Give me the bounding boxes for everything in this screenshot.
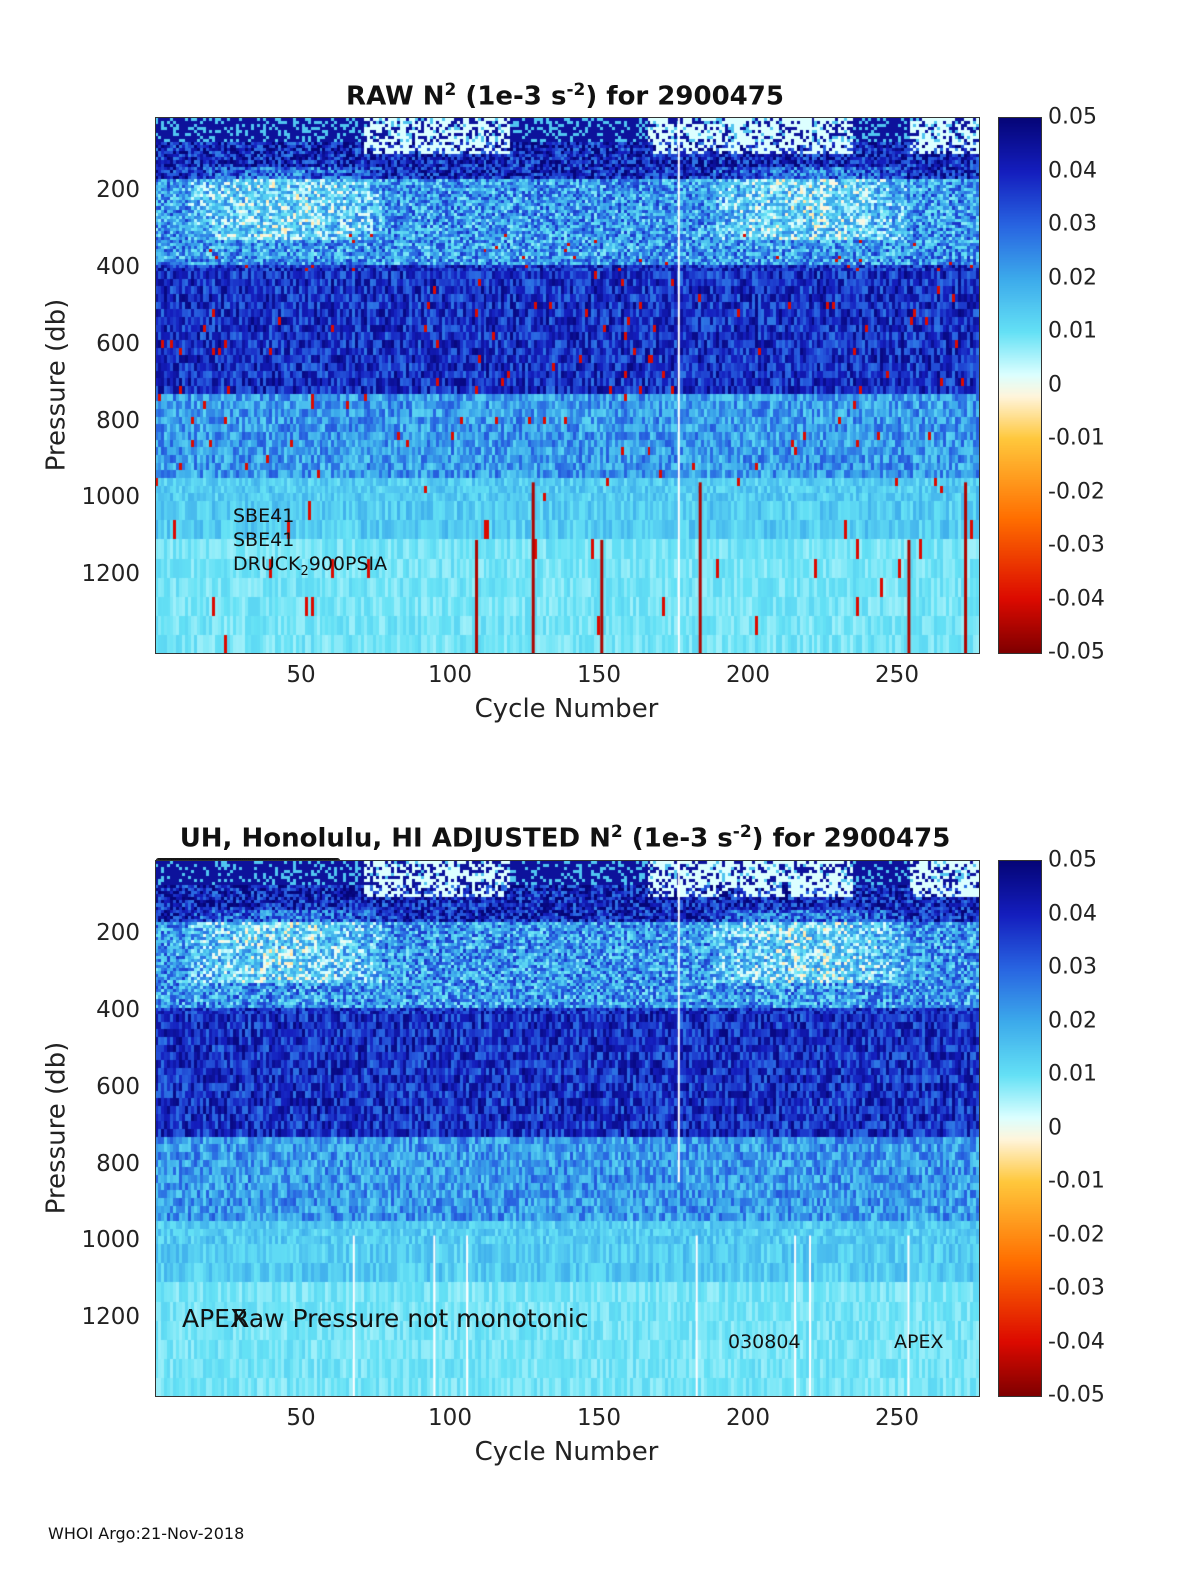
top-annot-sbe41-1: SBE41	[233, 505, 295, 527]
x-tick-50: 50	[286, 662, 316, 688]
colorbar-tick: -0.05	[1048, 639, 1105, 665]
colorbar-tick: 0.01	[1048, 1061, 1097, 1087]
top-annot-druck: DRUCK2900PSIA	[233, 553, 388, 579]
y-tick-600: 600	[96, 1074, 140, 1100]
x-tick-100: 100	[428, 1405, 472, 1431]
bottom-heatmap	[155, 860, 980, 1397]
colorbar-tick: 0	[1048, 1115, 1062, 1140]
colorbar-tick: 0.03	[1048, 954, 1097, 980]
top-chart-title: RAW N2 (1e-3 s-2) for 2900475	[346, 80, 784, 112]
colorbar-tick: 0.02	[1048, 265, 1097, 290]
x-tick-100: 100	[428, 662, 472, 688]
colorbar-tick: -0.03	[1048, 532, 1105, 558]
y-tick-1000: 1000	[81, 1227, 140, 1253]
bottom-heatmap-canvas	[156, 861, 979, 1396]
top-heatmap	[155, 117, 980, 654]
x-tick-200: 200	[726, 1405, 770, 1431]
y-tick-400: 400	[96, 997, 140, 1023]
colorbar-tick: -0.02	[1048, 1222, 1105, 1247]
x-tick-200: 200	[726, 662, 770, 688]
colorbar-tick: -0.04	[1048, 1329, 1105, 1354]
colorbar-tick: 0.04	[1048, 158, 1097, 183]
x-tick-150: 150	[577, 662, 621, 688]
y-tick-1200: 1200	[81, 561, 140, 587]
colorbar-tick: 0.05	[1048, 104, 1097, 130]
y-tick-1000: 1000	[81, 484, 140, 510]
footer-credit: WHOI Argo:21-Nov-2018	[48, 1524, 245, 1543]
top-colorbar	[998, 117, 1042, 654]
colorbar-tick: 0.02	[1048, 1008, 1097, 1033]
x-tick-250: 250	[875, 1405, 919, 1431]
bottom-annot-apex-left: APEX	[182, 1304, 248, 1333]
colorbar-tick: -0.05	[1048, 1382, 1105, 1408]
bottom-annot-apex-right: APEX	[894, 1331, 944, 1353]
colorbar-tick: -0.01	[1048, 1168, 1105, 1194]
bottom-chart-title: UH, Honolulu, HI ADJUSTED N2 (1e-3 s-2) …	[179, 822, 951, 854]
bottom-y-axis-label: Pressure (db)	[41, 1041, 72, 1215]
y-tick-400: 400	[96, 254, 140, 280]
colorbar-tick: -0.01	[1048, 425, 1105, 451]
bottom-x-axis-label: Cycle Number	[474, 1437, 659, 1467]
colorbar-tick: -0.03	[1048, 1275, 1105, 1301]
y-tick-200: 200	[96, 177, 140, 203]
x-tick-150: 150	[577, 1405, 621, 1431]
colorbar-tick: 0.05	[1048, 847, 1097, 873]
top-y-axis-label: Pressure (db)	[41, 298, 72, 472]
y-tick-600: 600	[96, 331, 140, 357]
top-x-axis-label: Cycle Number	[474, 694, 659, 724]
colorbar-tick: 0	[1048, 372, 1062, 397]
y-tick-800: 800	[96, 1151, 140, 1177]
y-tick-1200: 1200	[81, 1304, 140, 1330]
y-tick-200: 200	[96, 920, 140, 946]
bottom-colorbar	[998, 860, 1042, 1397]
colorbar-tick: -0.04	[1048, 586, 1105, 611]
top-annot-sbe41-2: SBE41	[233, 529, 295, 551]
x-tick-50: 50	[286, 1405, 316, 1431]
colorbar-tick: 0.03	[1048, 211, 1097, 237]
colorbar-tick: 0.01	[1048, 318, 1097, 344]
y-tick-800: 800	[96, 408, 140, 434]
bottom-annot-serial: 030804	[728, 1331, 801, 1353]
colorbar-tick: 0.04	[1048, 901, 1097, 926]
x-tick-250: 250	[875, 662, 919, 688]
bottom-annot-raw-pressure: Raw Pressure not monotonic	[232, 1304, 589, 1333]
top-heatmap-canvas	[156, 118, 979, 653]
colorbar-tick: -0.02	[1048, 479, 1105, 504]
